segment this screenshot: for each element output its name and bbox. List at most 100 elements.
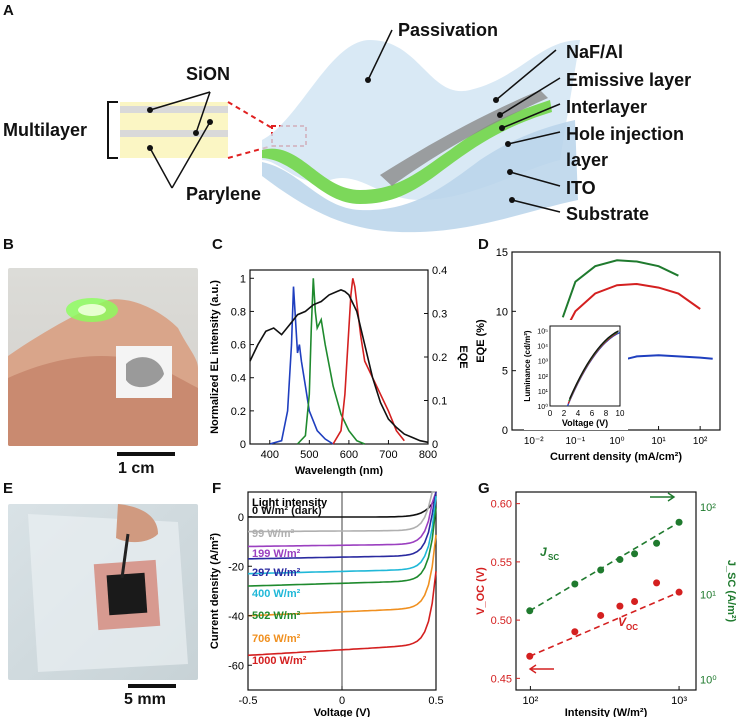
chart-el-spectra: 400 500 600 700 80000.20.40.60.8100.10.20.30…	[209, 265, 468, 476]
jv-curve-1	[248, 491, 436, 533]
y-tick-label: 0.8	[231, 306, 246, 318]
y2-axis-label: J_SC (A/m²)	[725, 560, 737, 623]
eqe-line-2	[616, 354, 713, 363]
inset-x-tick-label: 8	[604, 409, 609, 418]
chart-jv-curves: -0.5 0 0.5 0 -20 -40 -60 Voltage (V) Current den…	[209, 491, 444, 717]
y2-axis-label: EQE	[457, 345, 468, 368]
x-tick-label: -0.5	[239, 695, 258, 707]
inset-x-tick-label: 10	[616, 409, 625, 418]
x-tick-label: 0	[339, 695, 345, 707]
label-substrate: Substrate	[566, 204, 650, 224]
y-tick-label: 0	[238, 512, 244, 524]
data-point-0	[571, 580, 579, 588]
jsc-axis-arrow	[650, 492, 676, 502]
jv-curve-0	[248, 496, 437, 518]
legend-entry-0: 0 W/m² (dark)	[252, 505, 322, 517]
data-point-1	[597, 611, 605, 619]
data-point-0	[597, 566, 605, 574]
y-axis-label: Current density (A/m²)	[209, 533, 221, 649]
y-tick-label: -40	[228, 611, 244, 623]
y2-tick-label: 10¹	[700, 589, 716, 601]
inset-luminance-line-3	[569, 330, 619, 400]
multilayer-bracket	[107, 101, 118, 159]
y-axis-label: Normalized EL intensity (a.u.)	[209, 280, 221, 434]
cathode-layer	[380, 90, 548, 186]
data-point-0	[616, 556, 624, 564]
legend-entry-2: 199 W/m²	[252, 548, 301, 560]
y-tick-label: 0.4	[231, 373, 246, 385]
data-point-1	[653, 579, 661, 587]
data-point-0	[653, 539, 661, 547]
inset-frame	[549, 325, 621, 407]
inset-x-label: Voltage (V)	[562, 418, 608, 428]
fit-line-0	[529, 521, 680, 612]
y-tick-label: -20	[228, 561, 244, 573]
scale-label-b: 1 cm	[118, 460, 155, 477]
panel-letter-c: C	[212, 236, 223, 253]
photo-flexible-oled	[8, 268, 198, 446]
y-axis-label: EQE (%)	[475, 319, 487, 363]
voc-series-label: V	[618, 615, 627, 629]
inset-y-tick-label: 10⁵	[537, 329, 548, 336]
legend-entry-5: 502 W/m²	[252, 610, 301, 622]
label-ito: ITO	[566, 178, 596, 198]
legend-entry-1: 99 W/m²	[252, 528, 295, 540]
scale-bar-b	[117, 452, 175, 456]
emissive-layer	[262, 100, 552, 204]
inset-y-tick-label: 10⁰	[537, 403, 548, 411]
plot-frame	[249, 269, 429, 445]
label-parylene: Parylene	[186, 184, 262, 204]
plot-frame	[515, 491, 697, 691]
inset-y-label: Luminance (cd/m²)	[523, 330, 532, 401]
x-tick-label: 0.5	[428, 695, 443, 707]
x-tick-label: 800	[419, 449, 437, 461]
scale-bar-e	[128, 684, 176, 688]
label-sion: SiON	[186, 64, 231, 84]
panel-letter-f: F	[212, 480, 222, 497]
x-tick-label: 10⁰	[609, 436, 624, 447]
data-point-0	[526, 607, 534, 615]
chart-voc-jsc-vs-intensity: 10² 10³ 0.45 0.50 0.55 0.60 10⁰ 10¹ 10² Intensity…	[475, 491, 737, 717]
data-point-0	[631, 550, 639, 558]
legend-title: Light intensity	[252, 497, 328, 509]
y2-tick-label: 0.4	[432, 265, 447, 277]
data-point-1	[571, 628, 579, 636]
legend-entry-4: 400 W/m²	[252, 588, 301, 600]
jv-curve-5	[247, 507, 437, 587]
data-point-1	[526, 652, 534, 660]
x-tick-label: 10¹	[651, 436, 666, 447]
chart-eqe-vs-current: 10⁻² 10⁻¹ 10⁰ 10¹ 10² 0 5 10 15 Current density (…	[475, 247, 721, 463]
x-tick-label: 700	[379, 449, 397, 461]
jv-curve-7	[247, 571, 437, 657]
spectrum-line-1	[296, 278, 366, 445]
x-axis-label: Voltage (V)	[314, 707, 371, 717]
x-tick-label: 10⁻¹	[565, 436, 585, 447]
jv-curve-2	[248, 491, 437, 548]
jv-curve-6	[247, 534, 437, 617]
inset-x-tick-label: 6	[590, 409, 595, 418]
inset-x-tick-label: 2	[562, 409, 567, 418]
x-tick-label: 600	[340, 449, 358, 461]
y-tick-label: 15	[496, 247, 508, 259]
label-passivation: Passivation	[398, 20, 499, 40]
panel-letter-g: G	[478, 480, 490, 497]
inset-y-tick-label: 10²	[538, 374, 549, 381]
y2-tick-label: 0	[432, 439, 438, 451]
data-point-1	[616, 602, 624, 610]
eqe-line-1	[561, 282, 701, 336]
legend-entry-6: 706 W/m²	[252, 633, 301, 645]
device-stack-illustration	[107, 29, 580, 233]
spectrum-line-3	[249, 289, 429, 444]
voc-axis-arrow	[528, 664, 554, 674]
y-tick-label: 0	[240, 439, 246, 451]
label-hole-injection: Hole injection	[566, 124, 685, 144]
eqe-line-0	[561, 259, 679, 318]
y-tick-label: 0.50	[491, 615, 512, 627]
jv-curve-3	[248, 491, 437, 560]
legend-entry-7: 1000 W/m²	[252, 655, 307, 667]
y-tick-label: 0	[502, 425, 508, 437]
y-tick-label: 0.6	[231, 340, 246, 352]
label-interlayer: Interlayer	[566, 97, 648, 117]
fit-line-1	[529, 591, 680, 657]
y2-tick-label: 10²	[700, 502, 716, 514]
